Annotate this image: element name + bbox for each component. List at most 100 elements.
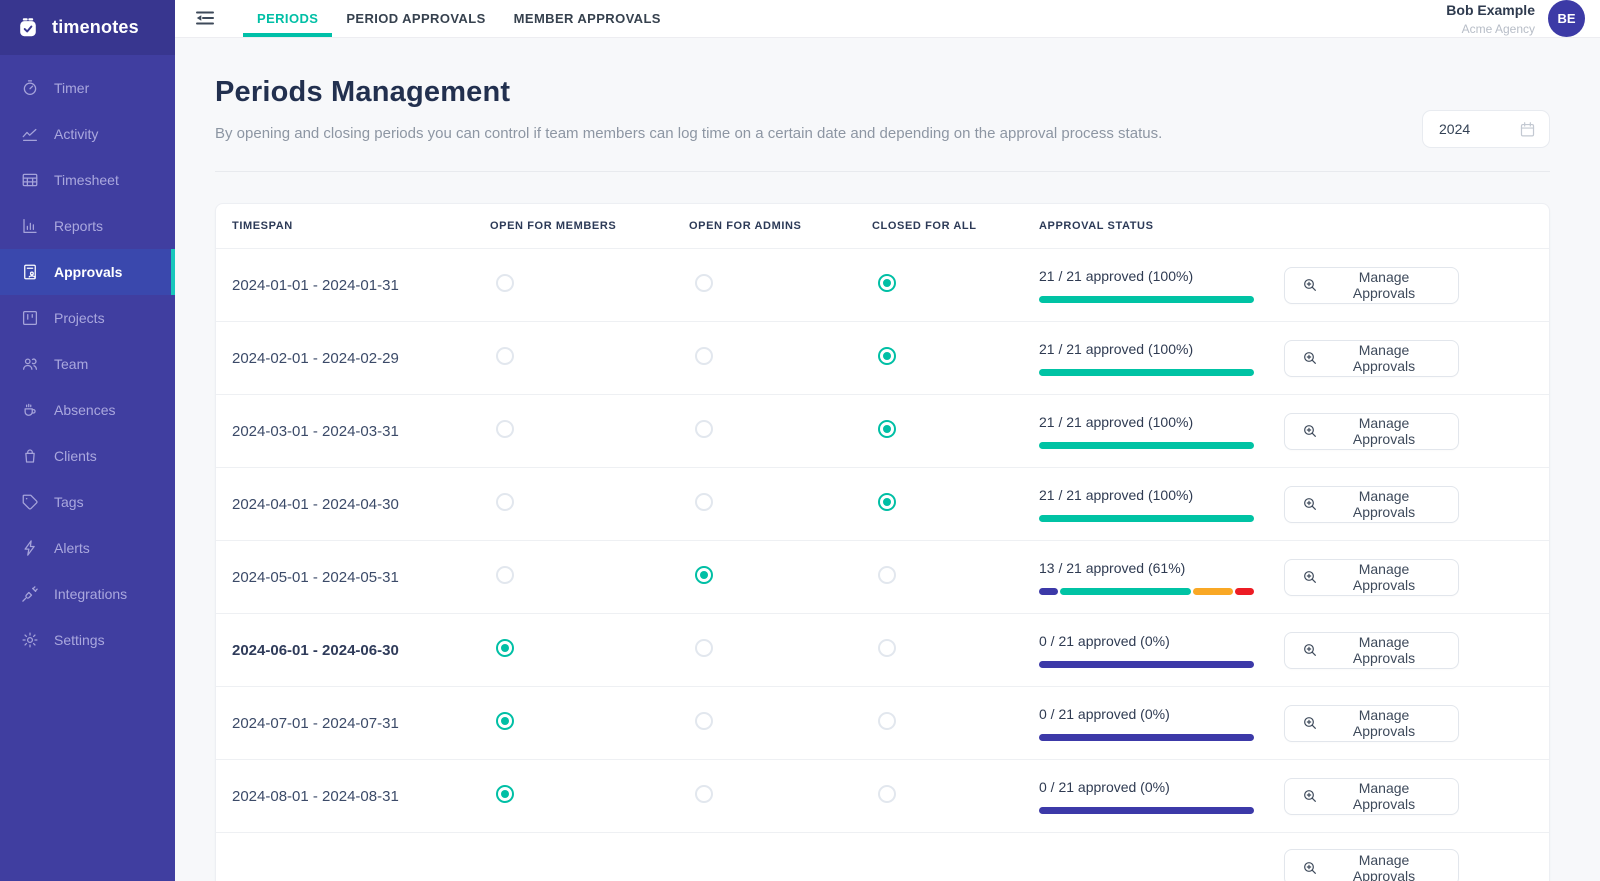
manage-approvals-button[interactable]: Manage Approvals [1284, 485, 1459, 523]
table-body: 2024-01-01 - 2024-01-31 21 / 21 approved… [216, 249, 1549, 881]
sidebar-item-reports[interactable]: Reports [0, 203, 175, 249]
sidebar-item-team[interactable]: Team [0, 341, 175, 387]
year-filter-value: 2024 [1439, 121, 1471, 137]
manage-approvals-button[interactable]: Manage Approvals [1284, 704, 1459, 742]
manage-approvals-button[interactable]: Manage Approvals [1284, 631, 1459, 669]
sidebar-item-timesheet[interactable]: Timesheet [0, 157, 175, 203]
timespan-label: 2024-06-01 - 2024-06-30 [232, 641, 399, 659]
radio-open-for-admins[interactable] [695, 346, 713, 365]
radio-open-for-members[interactable] [496, 419, 514, 438]
radio-closed-for-all[interactable] [878, 346, 896, 365]
manage-approvals-button[interactable]: Manage Approvals [1284, 339, 1459, 377]
alerts-icon [21, 539, 39, 557]
sidebar-item-absences[interactable]: Absences [0, 387, 175, 433]
timespan-label: 2024-05-01 - 2024-05-31 [232, 568, 399, 586]
approval-progress-bar [1039, 368, 1254, 376]
approval-status-cell: 0 / 21 approved (0%) [1039, 779, 1284, 814]
radio-closed-for-all[interactable] [878, 784, 896, 803]
sidebar-item-clients[interactable]: Clients [0, 433, 175, 479]
table-row: 2024-06-01 - 2024-06-30 0 / 21 approved … [216, 614, 1549, 687]
tab-period-approvals[interactable]: PERIOD APPROVALS [346, 11, 486, 26]
approval-progress-bar [1039, 806, 1254, 814]
sidebar-collapse-icon[interactable] [193, 0, 217, 37]
manage-approvals-label: Manage Approvals [1352, 269, 1416, 301]
radio-open-for-members[interactable] [496, 784, 514, 803]
radio-open-for-admins[interactable] [695, 711, 713, 730]
sidebar-item-approvals[interactable]: Approvals [0, 249, 175, 295]
approval-status-text: 21 / 21 approved (100%) [1039, 413, 1194, 430]
radio-closed-for-all[interactable] [878, 711, 896, 730]
zoom-in-icon [1302, 715, 1318, 731]
sidebar-item-activity[interactable]: Activity [0, 111, 175, 157]
zoom-in-icon [1302, 350, 1318, 366]
approval-status-text: 13 / 21 approved (61%) [1039, 559, 1186, 576]
tab-member-approvals[interactable]: MEMBER APPROVALS [513, 11, 661, 26]
periods-table-card: TIMESPAN OPEN FOR MEMBERS OPEN FOR ADMIN… [215, 203, 1550, 881]
manage-approvals-button[interactable]: Manage Approvals [1284, 558, 1459, 596]
manage-approvals-button[interactable]: Manage Approvals [1284, 849, 1459, 881]
approval-progress-bar [1039, 295, 1254, 303]
approval-status-cell: 21 / 21 approved (100%) [1039, 341, 1284, 376]
top-bar: PERIODS PERIOD APPROVALS MEMBER APPROVAL… [175, 0, 1600, 38]
radio-open-for-members[interactable] [496, 711, 514, 730]
approval-progress-bar [1039, 733, 1254, 741]
radio-open-for-admins[interactable] [695, 492, 713, 511]
table-row: 2024-05-01 - 2024-05-31 13 / 21 approved… [216, 541, 1549, 614]
radio-closed-for-all[interactable] [878, 565, 896, 584]
sidebar-item-tags[interactable]: Tags [0, 479, 175, 525]
settings-gear-icon [21, 631, 39, 649]
approvals-icon [21, 263, 39, 281]
tab-periods[interactable]: PERIODS [243, 0, 333, 37]
year-filter-select[interactable]: 2024 [1422, 110, 1550, 148]
radio-open-for-members[interactable] [496, 346, 514, 365]
manage-approvals-label: Manage Approvals [1352, 342, 1416, 374]
sidebar-item-settings[interactable]: Settings [0, 617, 175, 663]
radio-open-for-admins[interactable] [695, 419, 713, 438]
activity-icon [21, 125, 39, 143]
table-row: 2024-04-01 - 2024-04-30 21 / 21 approved… [216, 468, 1549, 541]
radio-closed-for-all[interactable] [878, 273, 896, 292]
timespan-label: 2024-02-01 - 2024-02-29 [232, 349, 399, 367]
approval-status-text: 0 / 21 approved (0%) [1039, 778, 1170, 795]
manage-approvals-button[interactable]: Manage Approvals [1284, 412, 1459, 450]
sidebar: timenotes Timer Activity Timesheet Repor… [0, 0, 175, 881]
radio-open-for-admins[interactable] [695, 784, 713, 803]
approval-progress-bar [1039, 514, 1254, 522]
radio-open-for-members[interactable] [496, 492, 514, 511]
manage-approvals-button[interactable]: Manage Approvals [1284, 266, 1459, 304]
manage-approvals-button[interactable]: Manage Approvals [1284, 777, 1459, 815]
radio-open-for-admins[interactable] [695, 273, 713, 292]
page-header: Periods Management By opening and closin… [215, 76, 1550, 172]
timespan-label: 2024-08-01 - 2024-08-31 [232, 787, 399, 805]
calendar-icon [1519, 121, 1536, 138]
radio-open-for-members[interactable] [496, 565, 514, 584]
timespan-label: 2024-03-01 - 2024-03-31 [232, 422, 399, 440]
sidebar-item-alerts[interactable]: Alerts [0, 525, 175, 571]
radio-closed-for-all[interactable] [878, 638, 896, 657]
brand-name: timenotes [52, 17, 139, 37]
top-tabs: PERIODS PERIOD APPROVALS MEMBER APPROVAL… [243, 0, 675, 37]
radio-open-for-admins[interactable] [695, 565, 713, 584]
timespan-label: 2024-07-01 - 2024-07-31 [232, 714, 399, 732]
radio-open-for-admins[interactable] [695, 638, 713, 657]
radio-open-for-members[interactable] [496, 273, 514, 292]
approval-progress-bar [1039, 660, 1254, 668]
approval-status-cell: 0 / 21 approved (0%) [1039, 633, 1284, 668]
radio-closed-for-all[interactable] [878, 419, 896, 438]
main-area: PERIODS PERIOD APPROVALS MEMBER APPROVAL… [175, 0, 1600, 881]
approval-status-text: 21 / 21 approved (100%) [1039, 267, 1194, 284]
avatar[interactable]: BE [1548, 0, 1585, 37]
radio-closed-for-all[interactable] [878, 492, 896, 511]
manage-approvals-label: Manage Approvals [1352, 488, 1416, 520]
col-header-open-for-members: OPEN FOR MEMBERS [490, 220, 617, 232]
radio-open-for-members[interactable] [496, 638, 514, 657]
user-menu[interactable]: Bob Example Acme Agency BE [1446, 0, 1600, 37]
approval-progress-bar [1039, 587, 1254, 595]
sidebar-item-timer[interactable]: Timer [0, 65, 175, 111]
sidebar-item-integrations[interactable]: Integrations [0, 571, 175, 617]
timesheet-icon [21, 171, 39, 189]
table-row: 2024-03-01 - 2024-03-31 21 / 21 approved… [216, 395, 1549, 468]
sidebar-item-projects[interactable]: Projects [0, 295, 175, 341]
manage-approvals-label: Manage Approvals [1352, 780, 1416, 812]
